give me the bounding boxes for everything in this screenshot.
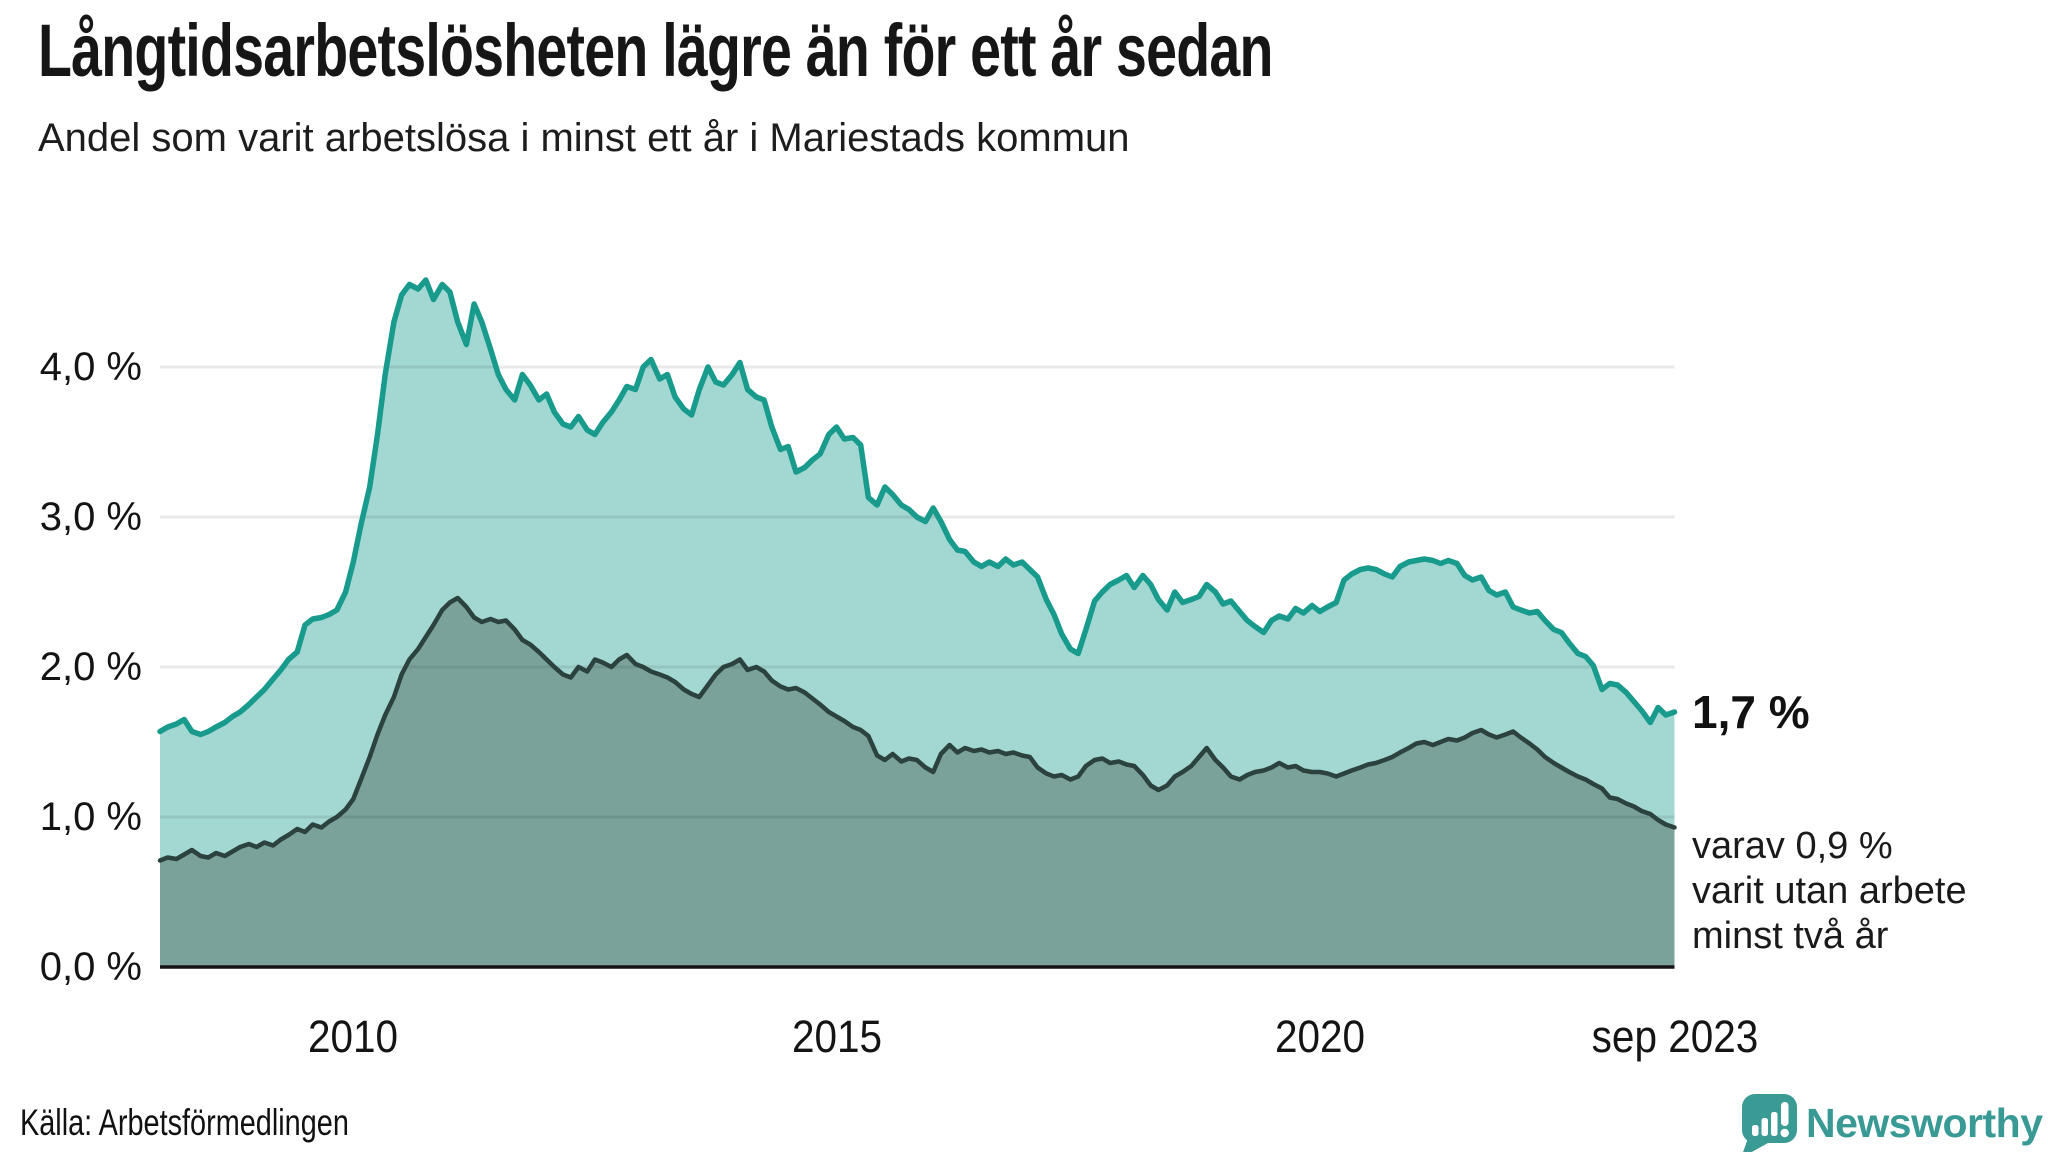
- area-fills: [160, 280, 1675, 967]
- x-tick-label-2015: 2015: [791, 1011, 882, 1062]
- x-tick-label-2020: 2020: [1274, 1011, 1365, 1062]
- y-tick-label-1: 1,0 %: [39, 795, 142, 839]
- series2-annotation-line: varit utan arbete: [1692, 870, 1967, 912]
- x-tick-label-2010: 2010: [308, 1011, 399, 1062]
- y-tick-label-2: 2,0 %: [39, 645, 142, 689]
- series2-area-fill: [160, 598, 1675, 967]
- series2-annotation-line: varav 0,9 %: [1692, 825, 1893, 867]
- x-tick-label-sep-2023: sep 2023: [1591, 1011, 1758, 1062]
- y-tick-label-3: 3,0 %: [39, 495, 142, 539]
- page-title: Långtidsarbetslösheten lägre än för ett …: [38, 9, 1273, 92]
- newsworthy-logo-text: Newsworthy: [1806, 1100, 2043, 1146]
- newsworthy-logo-icon: [1742, 1094, 1797, 1152]
- y-tick-label-0: 0,0 %: [39, 945, 142, 989]
- series2-annotation: varav 0,9 % varit utan arbete minst två år: [1692, 824, 1967, 959]
- series2-line: [157, 595, 1677, 863]
- series-lines: [157, 277, 1678, 863]
- page-subtitle: Andel som varit arbetslösa i minst ett å…: [38, 116, 1130, 160]
- series2-annotation-line: minst två år: [1692, 915, 1889, 957]
- series1-line: [157, 277, 1678, 738]
- y-tick-label-4: 4,0 %: [39, 345, 142, 389]
- series1-end-value-label: 1,7 %: [1692, 686, 1810, 738]
- source-note: Källa: Arbetsförmedlingen: [20, 1102, 349, 1143]
